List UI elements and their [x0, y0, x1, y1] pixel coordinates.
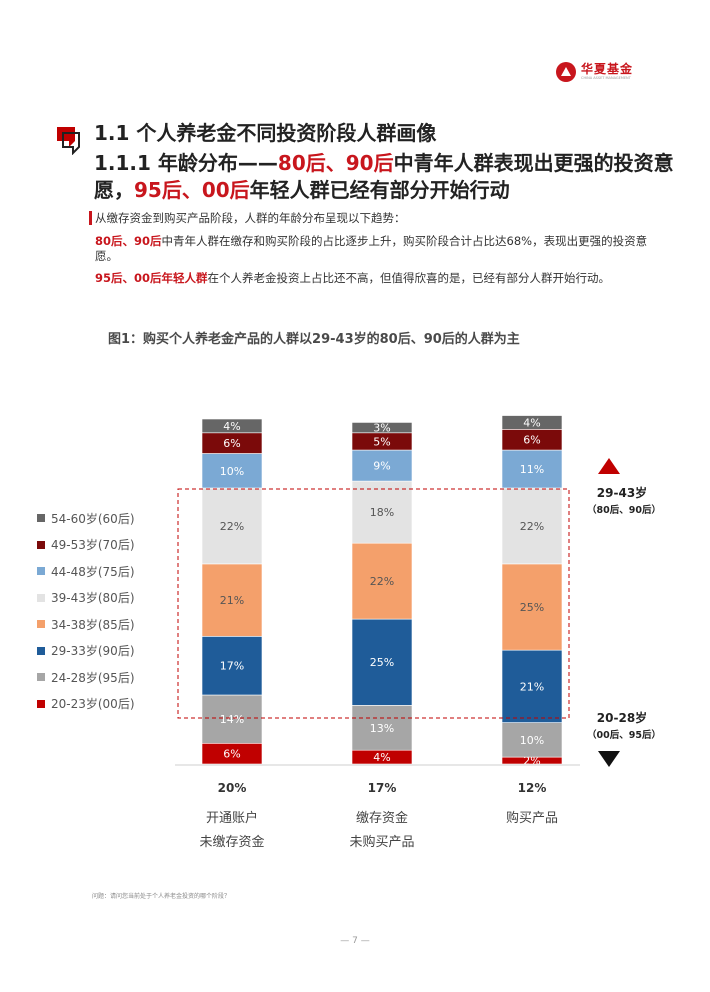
bar-segment — [201, 636, 263, 696]
data-label: 22% — [370, 575, 394, 588]
data-label: 25% — [520, 601, 544, 614]
bar-segment — [201, 453, 263, 489]
data-label: 22% — [220, 520, 244, 533]
bottom-total-label: 17% — [368, 781, 397, 795]
logo-english: CHINA ASSET MANAGEMENT — [581, 76, 631, 80]
bar-segment — [501, 563, 563, 651]
page-number: — 7 — — [340, 936, 370, 946]
intro-paragraph: 从缴存资金到购买产品阶段，人群的年龄分布呈现以下趋势： — [95, 211, 406, 225]
legend-swatch — [37, 699, 45, 708]
logo-mark-icon — [556, 62, 576, 82]
bar-segment — [351, 480, 413, 544]
legend-item: 34-38岁(85后) — [37, 611, 135, 638]
category-label: 未缴存资金 — [199, 834, 264, 850]
finding-paragraph-2: 95后、00后年轻人群在个人养老金投资上占比还不高，但值得欣喜的是，已经有部分人… — [95, 271, 611, 285]
bar-segment — [201, 563, 263, 637]
legend-swatch — [37, 620, 45, 629]
footnote: 问题：请问您当前处于个人养老金投资的哪个阶段？ — [92, 893, 231, 900]
category-label: 未购买产品 — [349, 834, 414, 850]
data-label: 17% — [220, 660, 244, 673]
legend-swatch — [37, 567, 45, 576]
data-label: 4% — [523, 416, 540, 429]
bar-segment — [351, 618, 413, 706]
data-label: 18% — [370, 506, 394, 519]
section-flag-icon — [57, 127, 80, 155]
data-label: 6% — [523, 434, 540, 447]
highlight-box — [177, 488, 570, 719]
bar-segment — [201, 694, 263, 744]
data-label: 6% — [223, 437, 240, 450]
data-label: 22% — [520, 520, 544, 533]
bar-segment — [501, 487, 563, 565]
bar-segment — [351, 542, 413, 620]
legend-item: 39-43岁(80后) — [37, 585, 135, 612]
legend-item: 54-60岁(60后) — [37, 505, 135, 532]
data-label: 25% — [370, 656, 394, 669]
bar-segment — [501, 415, 563, 430]
logo-name: 华夏基金 — [581, 62, 634, 76]
legend-swatch — [37, 593, 45, 602]
chart-legend: 54-60岁(60后) 49-53岁(70后) 44-48岁(75后) 39-43岁(… — [37, 505, 135, 717]
legend-item: 29-33岁(90后) — [37, 638, 135, 665]
legend-swatch — [37, 540, 45, 549]
category-label: 缴存资金 — [356, 810, 408, 826]
data-label: 9% — [373, 460, 390, 473]
data-label: 13% — [370, 722, 394, 735]
data-label: 21% — [220, 594, 244, 607]
data-label: 5% — [373, 435, 390, 448]
bar-segment — [201, 487, 263, 565]
data-label: 3% — [373, 422, 390, 435]
legend-label: 54-60岁(60后) — [51, 511, 135, 526]
legend-swatch — [37, 514, 45, 523]
legend-swatch — [37, 673, 45, 682]
section-heading: 1.1 个人养老金不同投资阶段人群画像 — [94, 121, 437, 145]
data-label: 4% — [373, 751, 390, 764]
bottom-total-label: 12% — [518, 781, 547, 795]
down-annotation-sub: （00后、95后） — [587, 729, 661, 741]
data-label: 6% — [223, 748, 240, 761]
legend-item: 49-53岁(70后) — [37, 532, 135, 559]
legend-item: 44-48岁(75后) — [37, 558, 135, 585]
legend-label: 34-38岁(85后) — [51, 617, 135, 632]
bottom-total-label: 20% — [218, 781, 247, 795]
legend-item: 20-23岁(00后) — [37, 691, 135, 718]
down-annotation-label: 20-28岁 — [597, 710, 647, 725]
legend-label: 49-53岁(70后) — [51, 538, 135, 553]
subsection-heading: 1.1.1 年龄分布——80后、90后中青年人群表现出更强的投资意愿，95后、0… — [94, 151, 674, 202]
legend-label: 29-33岁(90后) — [51, 644, 135, 659]
data-label: 10% — [220, 465, 244, 478]
category-label: 购买产品 — [506, 810, 558, 826]
bar-segment — [351, 705, 413, 751]
legend-swatch — [37, 646, 45, 655]
legend-label: 39-43岁(80后) — [51, 591, 135, 606]
data-label: 4% — [223, 420, 240, 433]
bar-segment — [201, 418, 263, 434]
figure-title: 图1：购买个人养老金产品的人群以29-43岁的80后、90后的人群为主 — [108, 332, 520, 347]
intro-marker — [89, 211, 92, 225]
up-annotation-label: 29-43岁 — [597, 485, 647, 500]
legend-label: 44-48岁(75后) — [51, 564, 135, 579]
bar-segment — [501, 649, 563, 723]
company-logo: 华夏基金 CHINA ASSET MANAGEMENT — [556, 62, 633, 82]
legend-label: 24-28岁(95后) — [51, 670, 135, 685]
bar-segment — [351, 422, 413, 434]
legend-label: 20-23岁(00后) — [51, 697, 135, 712]
down-arrow-icon — [598, 751, 620, 767]
category-label: 开通账户 — [206, 810, 258, 826]
legend-item: 24-28岁(95后) — [37, 664, 135, 691]
data-label: 11% — [520, 463, 544, 476]
bar-segment — [351, 449, 413, 482]
up-arrow-icon — [598, 458, 620, 474]
data-label: 21% — [520, 680, 544, 693]
finding-paragraph-1: 80后、90后中青年人群在缴存和购买阶段的占比逐步上升，购买阶段合计占比达68%… — [95, 234, 648, 263]
data-label: 14% — [220, 713, 244, 726]
data-label: 2% — [523, 755, 540, 768]
up-annotation-sub: （80后、90后） — [587, 504, 661, 516]
data-label: 10% — [520, 734, 544, 747]
